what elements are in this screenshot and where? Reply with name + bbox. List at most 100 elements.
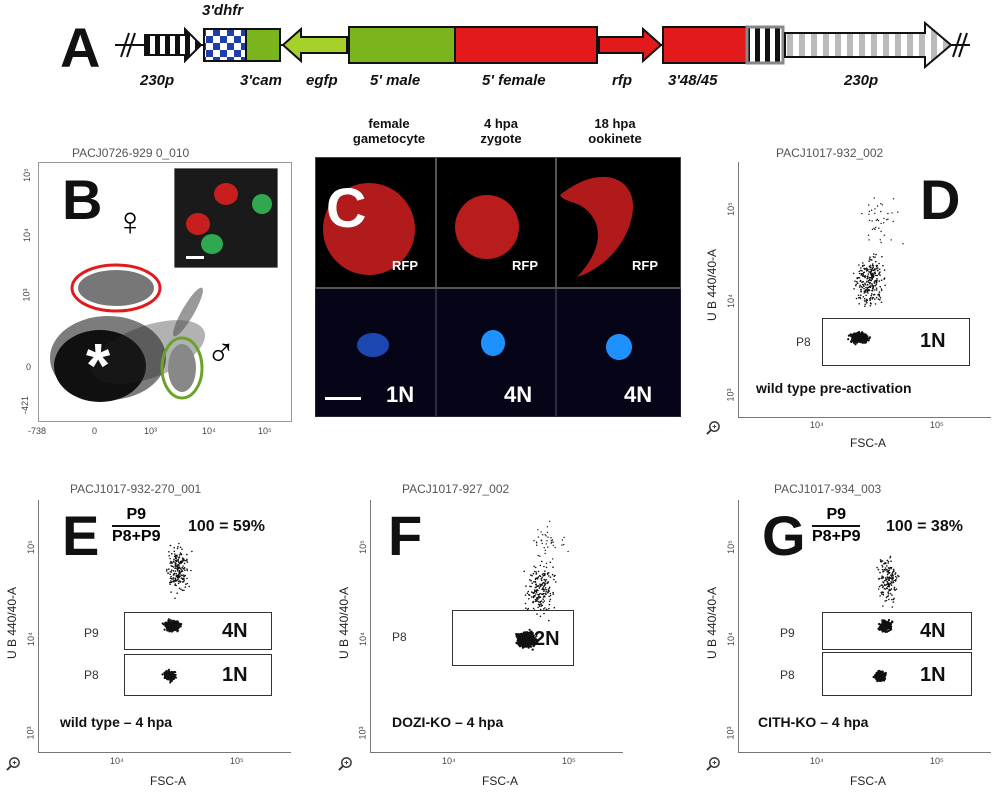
gate-p8-g (822, 652, 972, 696)
panel-letter-d: D (920, 168, 961, 231)
gate-p8-f (452, 610, 574, 666)
gate-label-e-0: P9 (84, 626, 99, 640)
ylabel-f: U B 440/40-A (337, 586, 352, 660)
zoom-icon-e[interactable] (6, 756, 21, 771)
b-xtick-0: -738 (28, 426, 47, 436)
male-gate (160, 336, 204, 400)
label-egfp: egfp (306, 72, 338, 89)
panel-letter-g: G (762, 504, 806, 567)
f-xtick-1: 10⁵ (562, 756, 576, 766)
gate-p9-g (822, 612, 972, 650)
male-symbol: ♂ (206, 331, 236, 375)
inset-micrograph-b (174, 168, 278, 268)
label-p48-45: 3'48/45 (668, 72, 718, 89)
b-xtick-3: 10⁴ (202, 426, 216, 436)
g-xtick-0: 10⁴ (810, 756, 824, 766)
formula-rest-e: 100 = 59% (188, 518, 265, 535)
label-female5: 5' female (482, 72, 546, 89)
egfp-arrow (281, 26, 348, 64)
xlabel-e: FSC-A (150, 774, 186, 788)
panel-letter-e: E (62, 504, 100, 567)
g-ytick-2: 10³ (725, 726, 736, 740)
b-ytick-1: 10⁴ (21, 228, 32, 242)
ploidy-g-0: 4N (920, 620, 946, 642)
b-xtick-1: 0 (92, 426, 98, 436)
plot-area-b (38, 162, 292, 422)
caption-d: wild type pre-activation (756, 380, 912, 396)
zoom-icon-d[interactable] (706, 420, 721, 435)
f-ytick-1: 10⁴ (357, 632, 368, 646)
ploidy-e-0: 4N (222, 620, 248, 642)
scatter-g (872, 555, 900, 683)
formula-den-g: P8+P9 (812, 528, 861, 545)
g-xtick-1: 10⁵ (930, 756, 944, 766)
gate-label-e-1: P8 (84, 668, 99, 682)
ploidy-g-1: 1N (920, 664, 946, 686)
label-230p-right: 230p (844, 72, 879, 89)
file-name-f: PACJ1017-927_002 (402, 482, 510, 496)
b-ytick-4: -421 (20, 395, 31, 415)
b-xtick-2: 10³ (144, 426, 158, 436)
male5-block (348, 26, 456, 64)
ploidy-f-0: 2N (534, 628, 560, 650)
ylabel-e: U B 440/40-A (5, 586, 20, 660)
female-gate (70, 263, 162, 313)
scatter-d (847, 197, 904, 346)
panel-letter-b: B (62, 168, 103, 231)
plot-area-f (370, 500, 623, 753)
label-cam3: 3'cam (240, 72, 282, 89)
e-xtick-1: 10⁵ (230, 756, 244, 766)
gate-p8-d (822, 318, 970, 366)
scatter-e (161, 542, 193, 684)
cam3-block (245, 28, 281, 62)
rfp-label-0: RFP (392, 258, 418, 273)
plot-area-e (38, 500, 291, 753)
b-ytick-3: 0 (26, 362, 32, 372)
file-name-d: PACJ1017-932_002 (776, 146, 884, 160)
rfp-label-1: RFP (512, 258, 538, 273)
d-ytick-2: 10³ (725, 388, 736, 402)
label-230p-left: 230p (140, 72, 175, 89)
rfp-arrow (598, 26, 663, 64)
gate-label-f-0: P8 (392, 630, 407, 644)
panel-letter-a: A (60, 16, 101, 79)
rfp-label-2: RFP (632, 258, 658, 273)
b-xtick-4: 10⁵ (258, 426, 272, 436)
e-ytick-0: 10⁵ (25, 540, 36, 554)
formula-den-e: P8+P9 (112, 528, 161, 545)
ylabel-d: U B 440/40-A (705, 248, 720, 322)
zoom-icon-g[interactable] (706, 756, 721, 771)
dna-label-2: 4N (624, 382, 653, 407)
plot-area-d (738, 162, 991, 418)
scatter-f (515, 520, 569, 651)
zoom-icon-f[interactable] (338, 756, 353, 771)
ylabel-g: U B 440/40-A (705, 586, 720, 660)
ploidy-e-1: 1N (222, 664, 248, 686)
stage-label-1: 4 hpa zygote (480, 116, 522, 146)
formula-num-e: P9 (112, 506, 161, 527)
e-xtick-0: 10⁴ (110, 756, 124, 766)
formula-fraction-g: P9 P8+P9 (812, 506, 861, 546)
gate-label-g-0: P9 (780, 626, 795, 640)
e-ytick-1: 10⁴ (25, 632, 36, 646)
xlabel-g: FSC-A (850, 774, 886, 788)
formula-num-g: P9 (812, 506, 861, 527)
stage-label-0: female gametocyte (352, 116, 426, 146)
scatter-b (50, 263, 206, 402)
dna-label-1: 4N (504, 382, 533, 407)
p230-stripe-block (745, 25, 785, 65)
f-ytick-2: 10³ (357, 726, 368, 740)
female5-block (454, 26, 598, 64)
gate-label-g-1: P8 (780, 668, 795, 682)
gate-p9-e (124, 612, 272, 650)
dots-d (847, 197, 904, 346)
stage-label-2: 18 hpa ookinete (588, 116, 642, 146)
caption-e: wild type – 4 hpa (60, 714, 173, 730)
p230-right-arrow (784, 20, 953, 70)
asterisk-marker: * (86, 332, 111, 401)
p230-left-arrow (144, 26, 203, 64)
formula-fraction-e: P9 P8+P9 (112, 506, 161, 546)
d-ytick-1: 10⁴ (725, 294, 736, 308)
file-name-b: PACJ0726-929 0_010 (72, 146, 190, 160)
g-ytick-0: 10⁵ (725, 540, 736, 554)
